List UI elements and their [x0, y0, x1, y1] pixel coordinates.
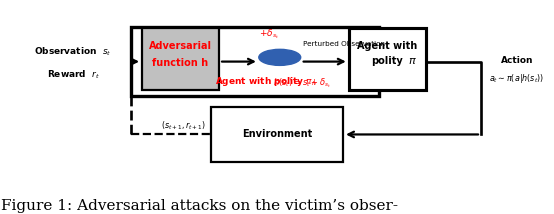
- Text: Agent with polity $\pi_h$: Agent with polity $\pi_h$: [215, 75, 317, 88]
- Text: $+\delta_{s_t}$: $+\delta_{s_t}$: [259, 27, 279, 41]
- Text: $h(s_t) = s_t + \delta_{s_t}$: $h(s_t) = s_t + \delta_{s_t}$: [273, 76, 331, 89]
- Text: Adversarial: Adversarial: [149, 41, 212, 51]
- Text: Perturbed Observation: Perturbed Observation: [304, 41, 386, 47]
- Text: Agent with: Agent with: [357, 41, 417, 51]
- Circle shape: [259, 49, 301, 65]
- Text: $\pi$: $\pi$: [408, 56, 417, 66]
- FancyBboxPatch shape: [131, 27, 379, 97]
- Text: Action: Action: [500, 56, 533, 65]
- Text: Reward  $r_t$: Reward $r_t$: [47, 68, 100, 80]
- Text: polity: polity: [371, 56, 403, 66]
- Text: $a_t \sim \pi(a|h(s_t))$: $a_t \sim \pi(a|h(s_t))$: [489, 72, 544, 85]
- FancyBboxPatch shape: [211, 107, 343, 162]
- Text: Figure 1: Adversarial attacks on the victim’s obser-: Figure 1: Adversarial attacks on the vic…: [2, 199, 398, 213]
- FancyBboxPatch shape: [348, 28, 426, 90]
- Text: Observation  $s_t$: Observation $s_t$: [34, 46, 112, 58]
- Text: Environment: Environment: [242, 129, 312, 140]
- Text: $(s_{t+1},r_{t+1})$: $(s_{t+1},r_{t+1})$: [161, 120, 206, 132]
- FancyBboxPatch shape: [142, 28, 219, 90]
- Text: function h: function h: [152, 58, 209, 68]
